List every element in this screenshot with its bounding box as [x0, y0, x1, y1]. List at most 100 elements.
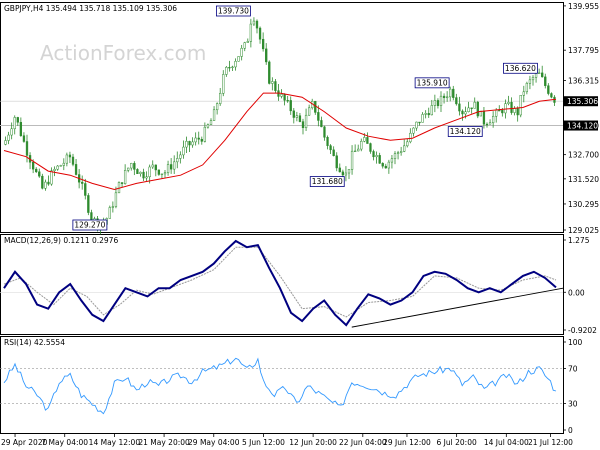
candle — [268, 60, 271, 85]
price-tick-label: 136.315 — [568, 77, 599, 86]
x-tick-label: 29 Jun 12:00 — [383, 438, 431, 447]
candle-body — [13, 117, 16, 130]
candle-body — [44, 181, 47, 189]
x-tick-label: 29 May 04:00 — [188, 438, 240, 447]
candle-body — [246, 41, 249, 43]
candle-body — [544, 76, 547, 86]
candle — [163, 169, 167, 178]
candle — [378, 152, 381, 164]
candle-body — [344, 172, 348, 176]
candle — [350, 145, 354, 175]
candle-body — [353, 150, 357, 153]
candle — [22, 132, 26, 143]
candle — [537, 68, 541, 74]
candle-body — [123, 170, 127, 184]
annotation-label: 134.120 — [450, 127, 481, 136]
candle-body — [166, 164, 170, 173]
candle — [182, 140, 185, 159]
candle-body — [372, 151, 375, 158]
candle-body — [215, 103, 219, 111]
candle — [234, 58, 237, 71]
candle-body — [50, 170, 53, 185]
candle — [59, 164, 62, 167]
candle-body — [173, 161, 176, 170]
candle — [206, 123, 210, 129]
candle-body — [53, 168, 56, 171]
candle — [68, 151, 72, 164]
candle-body — [304, 114, 308, 128]
x-tick-label: 21 Jul 12:00 — [528, 438, 573, 447]
candle — [449, 86, 452, 102]
candle — [111, 201, 115, 213]
candle-body — [424, 113, 427, 115]
candle-body — [271, 81, 274, 84]
candle-body — [265, 48, 268, 63]
candle-body — [335, 155, 338, 169]
candle — [139, 171, 142, 177]
candle-body — [7, 134, 10, 141]
candle-body — [240, 47, 243, 57]
candle-body — [519, 94, 522, 116]
candle — [304, 108, 308, 131]
annotation-box — [447, 126, 483, 137]
candle-body — [160, 173, 164, 175]
candle-body — [261, 38, 265, 50]
candle-body — [56, 165, 59, 170]
candle-body — [350, 150, 354, 170]
candle-body — [326, 137, 329, 146]
x-tick-label: 5 Jun 12:00 — [242, 438, 285, 447]
macd-tick-label: 0.00 — [568, 288, 585, 297]
candle — [44, 179, 47, 191]
x-tick-label: 22 Jun 04:00 — [339, 438, 387, 447]
level-price-tag-bg — [564, 120, 598, 131]
candle-body — [228, 67, 231, 69]
candle — [317, 105, 320, 127]
rsi-tick-label: 100 — [568, 338, 583, 347]
candle-body — [185, 140, 188, 148]
candle-body — [179, 154, 182, 159]
candle-body — [534, 73, 538, 78]
candle-body — [396, 152, 400, 154]
candle-body — [234, 60, 237, 68]
candle — [326, 135, 329, 150]
candle-body — [547, 85, 550, 94]
candle — [528, 75, 532, 90]
annotation-box — [309, 176, 345, 187]
candle-body — [461, 110, 464, 115]
candle-body — [182, 146, 185, 156]
candle — [424, 110, 427, 119]
candle — [415, 121, 418, 131]
candle — [399, 146, 403, 156]
candle-body — [203, 126, 207, 142]
candle-body — [347, 169, 351, 174]
candle — [222, 70, 225, 97]
candle-body — [378, 155, 381, 164]
candle — [154, 164, 157, 177]
candle-body — [111, 206, 115, 208]
candle-body — [522, 91, 525, 96]
candle — [197, 131, 200, 145]
candle-body — [329, 145, 332, 151]
candle — [166, 160, 170, 176]
candle-body — [317, 112, 320, 121]
annotation-box — [72, 219, 108, 231]
candle-body — [237, 56, 240, 62]
candle — [436, 98, 440, 109]
candle-body — [163, 172, 167, 175]
candle-body — [62, 162, 65, 166]
candle-body — [4, 140, 7, 145]
price-annotation: 139.730 — [215, 5, 251, 17]
candle — [19, 117, 23, 137]
candle-body — [71, 156, 75, 165]
candle — [519, 94, 522, 118]
candle-body — [31, 162, 35, 170]
candle — [56, 165, 59, 171]
candle — [53, 166, 56, 177]
candle — [38, 168, 41, 178]
candle — [16, 116, 19, 126]
candle — [249, 18, 253, 48]
candle-body — [541, 72, 544, 78]
candle — [390, 155, 394, 169]
candle — [133, 161, 136, 176]
